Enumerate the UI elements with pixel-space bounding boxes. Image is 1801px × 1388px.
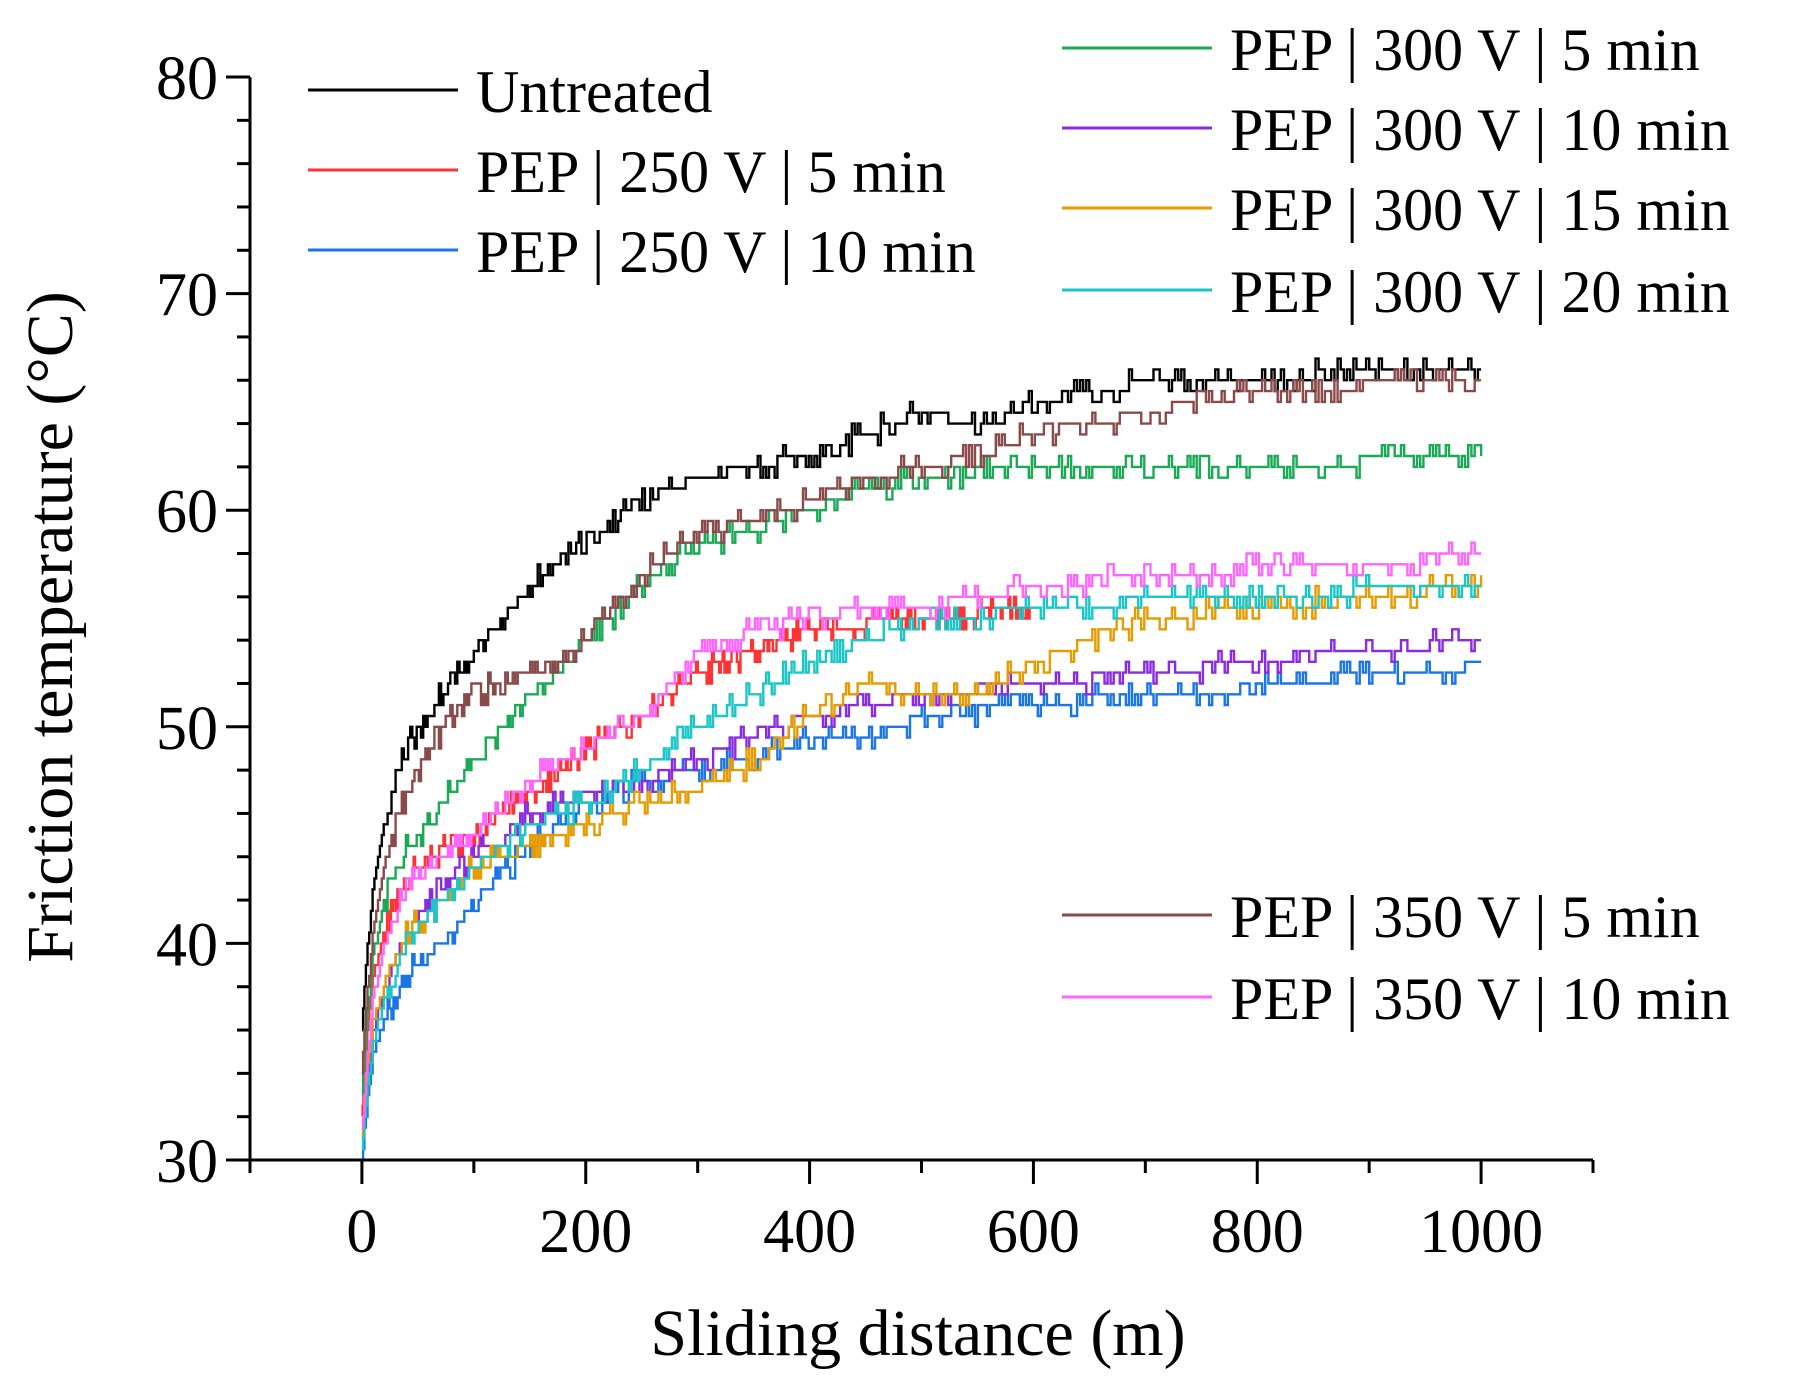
series-line-7 [361,368,1482,1075]
legend-label: PEP | 250 V | 5 min [476,139,946,205]
x-tick-label: 200 [539,1198,632,1266]
legend-label: PEP | 300 V | 5 min [1230,17,1700,83]
x-axis-label: Sliding distance (m) [650,1297,1185,1370]
legend-label: PEP | 350 V | 10 min [1230,966,1730,1032]
y-tick-label: 80 [156,45,218,113]
x-tick-label: 400 [763,1198,856,1266]
series-line-6 [361,574,1482,1151]
x-tick-label: 600 [987,1198,1080,1266]
legend: Untreated PEP | 250 V | 5 min PEP | 250 V … [308,17,1730,1032]
series-line-8 [361,541,1482,1129]
axes [226,75,1595,1184]
legend-label: PEP | 300 V | 15 min [1230,177,1730,243]
x-tick-label: 800 [1211,1198,1304,1266]
plot-lines [361,357,1483,1162]
y-tick-label: 70 [156,262,218,330]
legend-label: PEP | 300 V | 10 min [1230,97,1730,163]
legend-label: Untreated [476,59,713,125]
series-line-0 [361,357,1482,1032]
legend-label: PEP | 250 V | 10 min [476,219,976,285]
y-tick-label: 60 [156,478,218,546]
y-tick-label: 40 [156,911,218,979]
y-tick-label: 50 [156,695,218,763]
x-tick-label: 0 [346,1198,377,1266]
legend-label: PEP | 350 V | 5 min [1230,884,1700,950]
y-tick-label: 30 [156,1128,218,1196]
x-tick-label: 1000 [1419,1198,1543,1266]
legend-label: PEP | 300 V | 20 min [1230,259,1730,325]
series-line-4 [361,628,1482,1140]
y-axis-label: Friction temperature (°C) [14,291,87,963]
series-line-2 [361,660,1482,1162]
